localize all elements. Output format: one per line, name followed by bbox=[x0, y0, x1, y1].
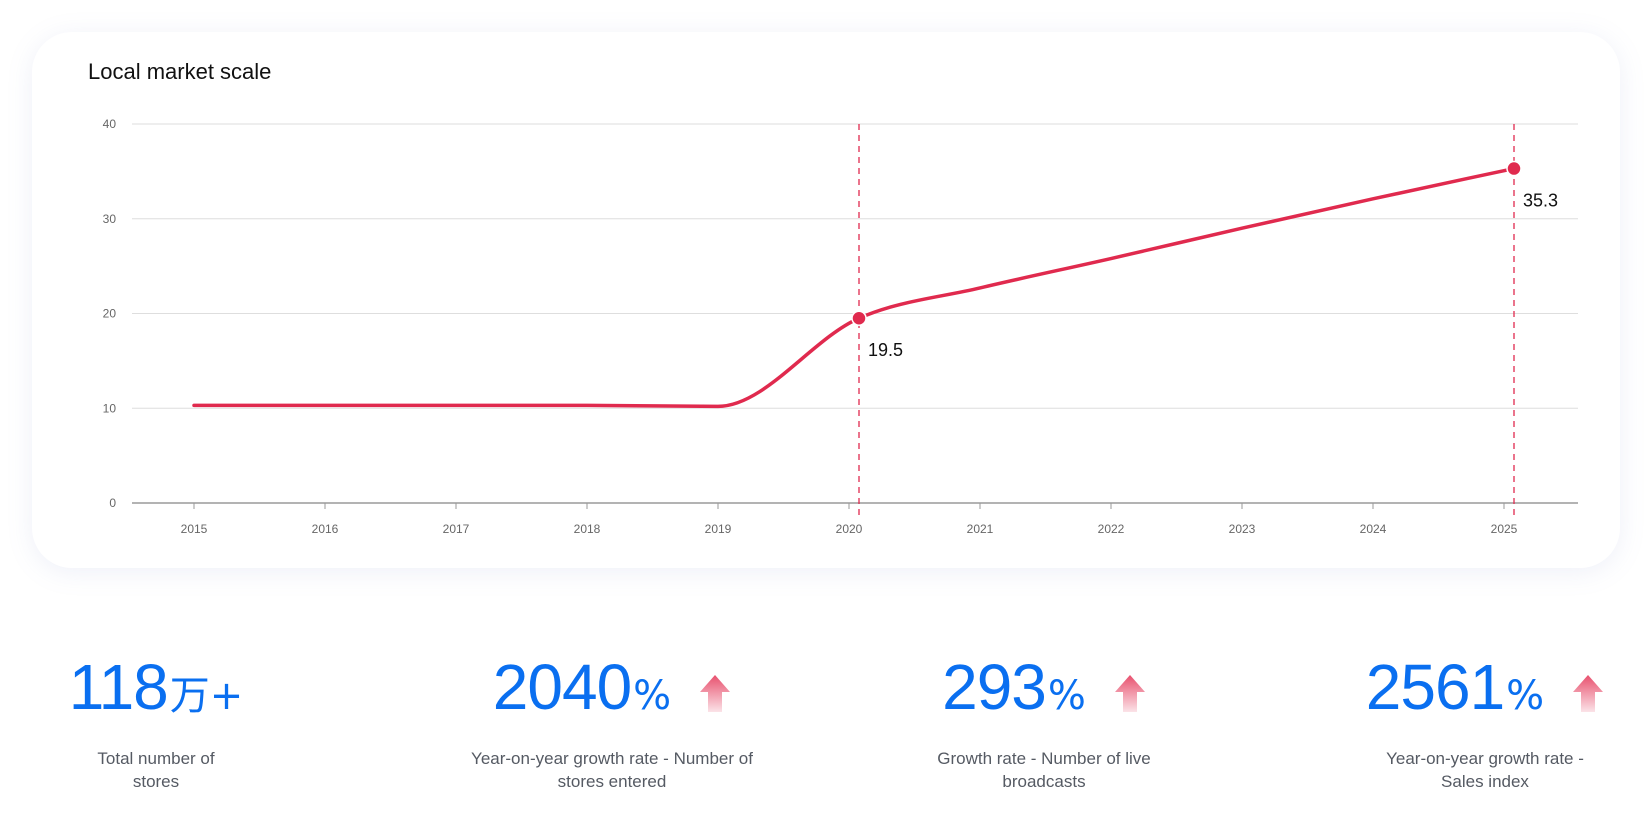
x-tick-label: 2016 bbox=[312, 522, 339, 536]
x-tick-label: 2024 bbox=[1360, 522, 1387, 536]
line-chart: 0 10 20 30 40 2015 2016 2017 2018 2019 2020 2021 202… bbox=[103, 117, 1578, 536]
stat-label-line: broadcasts bbox=[1002, 772, 1086, 791]
y-tick-label: 0 bbox=[109, 496, 116, 510]
stat-label-line: stores entered bbox=[557, 772, 667, 791]
y-tick-label: 40 bbox=[103, 117, 117, 131]
data-point bbox=[1506, 160, 1522, 177]
stat-unit: 万+ bbox=[169, 673, 244, 719]
stat-value: 118 万+ bbox=[68, 651, 244, 723]
stat-stores-entered-growth: 2040 % Year-on-year growth rate - Number… bbox=[440, 655, 784, 793]
x-tick-label: 2023 bbox=[1229, 522, 1256, 536]
x-tick-label: 2015 bbox=[181, 522, 208, 536]
y-tick-label: 30 bbox=[103, 212, 117, 226]
stat-live-broadcasts-growth: 293 % Growth rate - Number of live broad… bbox=[894, 655, 1194, 793]
stat-number: 2561 bbox=[1365, 651, 1505, 723]
stat-value: 2040 % bbox=[440, 655, 784, 719]
stat-unit: % bbox=[1506, 673, 1545, 719]
stat-number: 118 bbox=[68, 651, 169, 723]
stat-label-line: Year-on-year growth rate - bbox=[1386, 749, 1584, 768]
x-tick-label: 2017 bbox=[443, 522, 470, 536]
stat-value: 293 % bbox=[894, 655, 1194, 719]
stat-value: 2561 % bbox=[1330, 655, 1640, 719]
chart-card: Local market scale bbox=[32, 32, 1620, 568]
stat-number: 2040 bbox=[492, 651, 632, 723]
stat-label: Total number of stores bbox=[72, 747, 240, 793]
stat-unit: % bbox=[633, 673, 672, 719]
stat-label-line: Sales index bbox=[1441, 772, 1529, 791]
stat-label-line: Growth rate - Number of live bbox=[937, 749, 1151, 768]
x-tick-label: 2025 bbox=[1491, 522, 1518, 536]
x-tick-label: 2021 bbox=[967, 522, 994, 536]
chart-title: Local market scale bbox=[88, 59, 272, 84]
y-tick-label: 20 bbox=[103, 307, 117, 321]
data-label: 35.3 bbox=[1523, 191, 1558, 211]
stat-unit: % bbox=[1047, 673, 1086, 719]
series-line bbox=[192, 166, 1516, 409]
x-tick-label: 2018 bbox=[574, 522, 601, 536]
stat-label: Year-on-year growth rate - Sales index bbox=[1330, 747, 1640, 793]
stat-label-line: Total number of bbox=[97, 749, 215, 768]
y-tick-label: 10 bbox=[103, 401, 117, 415]
stat-label-line: stores bbox=[132, 772, 180, 791]
up-arrow-icon bbox=[1114, 675, 1145, 712]
up-arrow-icon bbox=[1573, 675, 1604, 712]
stat-total-stores: 118 万+ Total number of stores bbox=[68, 651, 244, 793]
up-arrow-icon bbox=[700, 675, 731, 712]
x-tick-label: 2020 bbox=[836, 522, 863, 536]
stat-label: Growth rate - Number of live broadcasts bbox=[894, 747, 1194, 793]
stat-sales-index-growth: 2561 % Year-on-year growth rate - Sales … bbox=[1330, 655, 1640, 793]
x-tick-label: 2019 bbox=[705, 522, 732, 536]
data-label: 19.5 bbox=[868, 340, 903, 360]
stat-number: 293 bbox=[942, 651, 1047, 723]
stat-label-line: Year-on-year growth rate - Number of bbox=[471, 749, 753, 768]
x-tick-label: 2022 bbox=[1098, 522, 1125, 536]
data-point bbox=[851, 310, 867, 326]
stat-label: Year-on-year growth rate - Number of sto… bbox=[440, 747, 784, 793]
